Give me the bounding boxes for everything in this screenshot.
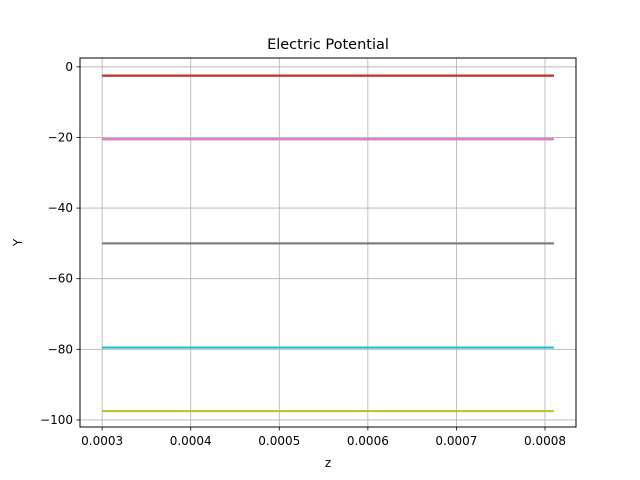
x-tick-label: 0.0005 <box>258 434 300 448</box>
y-tick-label: −40 <box>48 201 73 215</box>
x-tick-label: 0.0006 <box>347 434 389 448</box>
y-tick-label: −80 <box>48 342 73 356</box>
x-tick-label: 0.0008 <box>524 434 566 448</box>
y-tick-label: −20 <box>48 130 73 144</box>
y-tick-label: 0 <box>65 60 73 74</box>
x-tick-label: 0.0007 <box>435 434 477 448</box>
chart-title: Electric Potential <box>267 37 389 53</box>
x-axis-label: z <box>325 456 331 470</box>
plot-frame <box>79 57 577 428</box>
y-axis-label: Y <box>11 238 25 247</box>
y-tick-label: −100 <box>40 413 73 427</box>
x-tick-label: 0.0003 <box>81 434 123 448</box>
series-layer <box>102 74 554 413</box>
x-tick-label: 0.0004 <box>170 434 212 448</box>
tick-layer: 0.0003 0.0004 0.0005 0.0006 0.0007 0.0008 0 −20… <box>40 60 566 448</box>
y-tick-label: −60 <box>48 272 73 286</box>
